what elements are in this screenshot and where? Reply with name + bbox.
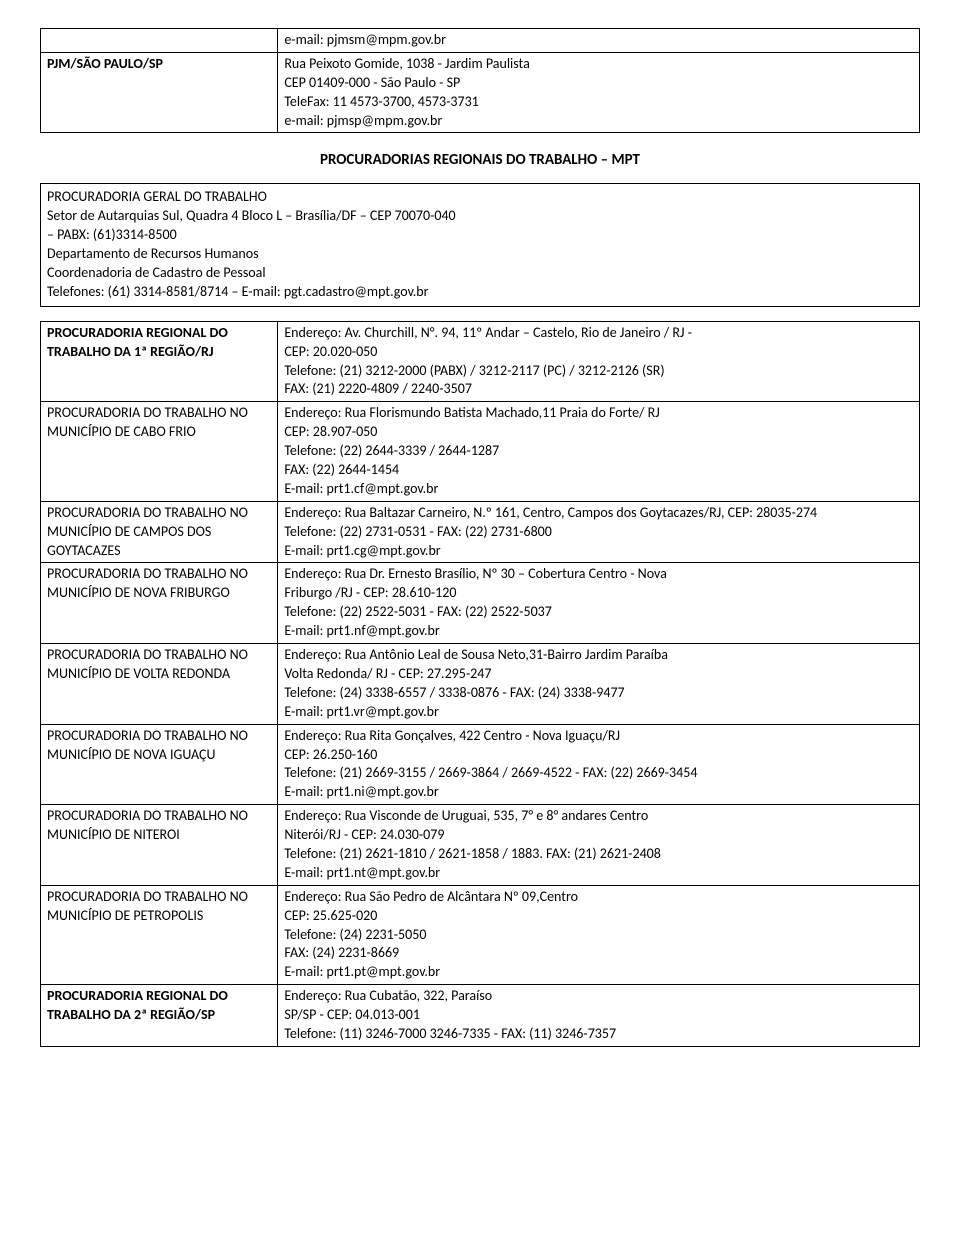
entry-label: PROCURADORIA DO TRABALHO NO MUNICÍPIO DE… bbox=[41, 724, 278, 805]
entry-label: PROCURADORIA REGIONAL DO TRABALHO DA 2ª … bbox=[41, 985, 278, 1047]
entry-content: Endereço: Rua Dr. Ernesto Brasílio, Nº 3… bbox=[278, 563, 920, 644]
entry-row: PROCURADORIA REGIONAL DO TRABALHO DA 2ª … bbox=[41, 985, 920, 1047]
entries-table: PROCURADORIA REGIONAL DO TRABALHO DA 1ª … bbox=[40, 321, 920, 1047]
entry-content: Endereço: Rua Cubatão, 322, ParaísoSP/SP… bbox=[278, 985, 920, 1047]
entry-label: PROCURADORIA DO TRABALHO NO MUNICÍPIO DE… bbox=[41, 885, 278, 984]
entry-label: PROCURADORIA REGIONAL DO TRABALHO DA 1ª … bbox=[41, 321, 278, 402]
entry-content: Endereço: Rua Antônio Leal de Sousa Neto… bbox=[278, 644, 920, 725]
geral-cell: PROCURADORIA GERAL DO TRABALHOSetor de A… bbox=[41, 184, 920, 306]
entry-row: PROCURADORIA DO TRABALHO NO MUNICÍPIO DE… bbox=[41, 402, 920, 501]
top-contact-table: e-mail: pjmsm@mpm.gov.brPJM/SÃO PAULO/SP… bbox=[40, 28, 920, 133]
entry-content: Endereço: Rua São Pedro de Alcântara Nº … bbox=[278, 885, 920, 984]
entry-content: Endereço: Rua Baltazar Carneiro, N.º 161… bbox=[278, 501, 920, 563]
entry-content: Endereço: Rua Visconde de Uruguai, 535, … bbox=[278, 805, 920, 886]
entry-content: Endereço: Av. Churchill, N°. 94, 11º And… bbox=[278, 321, 920, 402]
entry-row: PROCURADORIA DO TRABALHO NO MUNICÍPIO DE… bbox=[41, 563, 920, 644]
top-row: PJM/SÃO PAULO/SPRua Peixoto Gomide, 1038… bbox=[41, 52, 920, 133]
entry-row: PROCURADORIA REGIONAL DO TRABALHO DA 1ª … bbox=[41, 321, 920, 402]
entry-label: PROCURADORIA DO TRABALHO NO MUNICÍPIO DE… bbox=[41, 402, 278, 501]
entry-label: PROCURADORIA DO TRABALHO NO MUNICÍPIO DE… bbox=[41, 501, 278, 563]
top-row-content: e-mail: pjmsm@mpm.gov.br bbox=[278, 29, 920, 53]
entry-row: PROCURADORIA DO TRABALHO NO MUNICÍPIO DE… bbox=[41, 644, 920, 725]
entry-content: Endereço: Rua Florismundo Batista Machad… bbox=[278, 402, 920, 501]
entry-row: PROCURADORIA DO TRABALHO NO MUNICÍPIO DE… bbox=[41, 885, 920, 984]
entry-row: PROCURADORIA DO TRABALHO NO MUNICÍPIO DE… bbox=[41, 805, 920, 886]
top-row: e-mail: pjmsm@mpm.gov.br bbox=[41, 29, 920, 53]
entry-row: PROCURADORIA DO TRABALHO NO MUNICÍPIO DE… bbox=[41, 501, 920, 563]
entry-row: PROCURADORIA DO TRABALHO NO MUNICÍPIO DE… bbox=[41, 724, 920, 805]
section-heading: PROCURADORIAS REGIONAIS DO TRABALHO – MP… bbox=[40, 151, 920, 169]
entry-label: PROCURADORIA DO TRABALHO NO MUNICÍPIO DE… bbox=[41, 644, 278, 725]
entry-content: Endereço: Rua Rita Gonçalves, 422 Centro… bbox=[278, 724, 920, 805]
top-row-label: PJM/SÃO PAULO/SP bbox=[41, 52, 278, 133]
entry-label: PROCURADORIA DO TRABALHO NO MUNICÍPIO DE… bbox=[41, 563, 278, 644]
entry-label: PROCURADORIA DO TRABALHO NO MUNICÍPIO DE… bbox=[41, 805, 278, 886]
top-row-label bbox=[41, 29, 278, 53]
top-row-content: Rua Peixoto Gomide, 1038 - Jardim Paulis… bbox=[278, 52, 920, 133]
geral-table: PROCURADORIA GERAL DO TRABALHOSetor de A… bbox=[40, 183, 920, 306]
